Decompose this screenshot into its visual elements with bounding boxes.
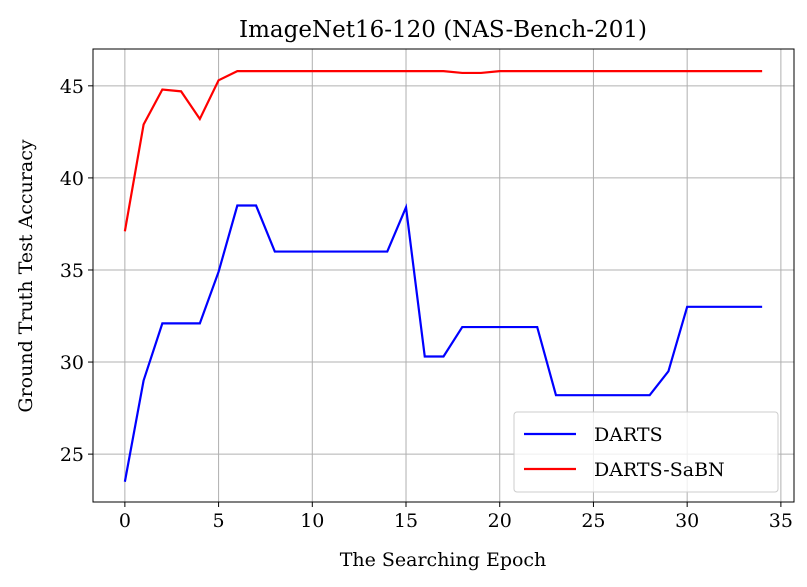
x-tick-label: 30 <box>675 510 699 532</box>
data-line <box>123 69 763 232</box>
x-tick-label: 25 <box>581 510 605 532</box>
x-tick-label: 10 <box>300 510 324 532</box>
y-tick-label: 25 <box>60 444 84 466</box>
y-tick-label: 30 <box>60 352 84 374</box>
x-tick-label: 5 <box>213 510 225 532</box>
x-tick-label: 35 <box>769 510 793 532</box>
y-tick-label: 40 <box>60 168 84 190</box>
x-tick-label: 20 <box>488 510 512 532</box>
x-tick-label: 15 <box>394 510 418 532</box>
data-line <box>123 203 763 482</box>
x-tick-label: 0 <box>119 510 131 532</box>
y-tick-label: 35 <box>60 260 84 282</box>
legend-label: DARTS-SaBN <box>594 459 725 481</box>
chart-title: ImageNet16-120 (NAS-Bench-201) <box>239 17 647 43</box>
y-tick-label: 45 <box>60 76 84 98</box>
legend-label: DARTS <box>594 424 663 446</box>
plot-frame <box>92 48 795 503</box>
legend-box <box>513 411 779 493</box>
y-axis-label: Ground Truth Test Accuracy <box>15 139 37 412</box>
x-axis-label: The Searching Epoch <box>340 549 547 571</box>
